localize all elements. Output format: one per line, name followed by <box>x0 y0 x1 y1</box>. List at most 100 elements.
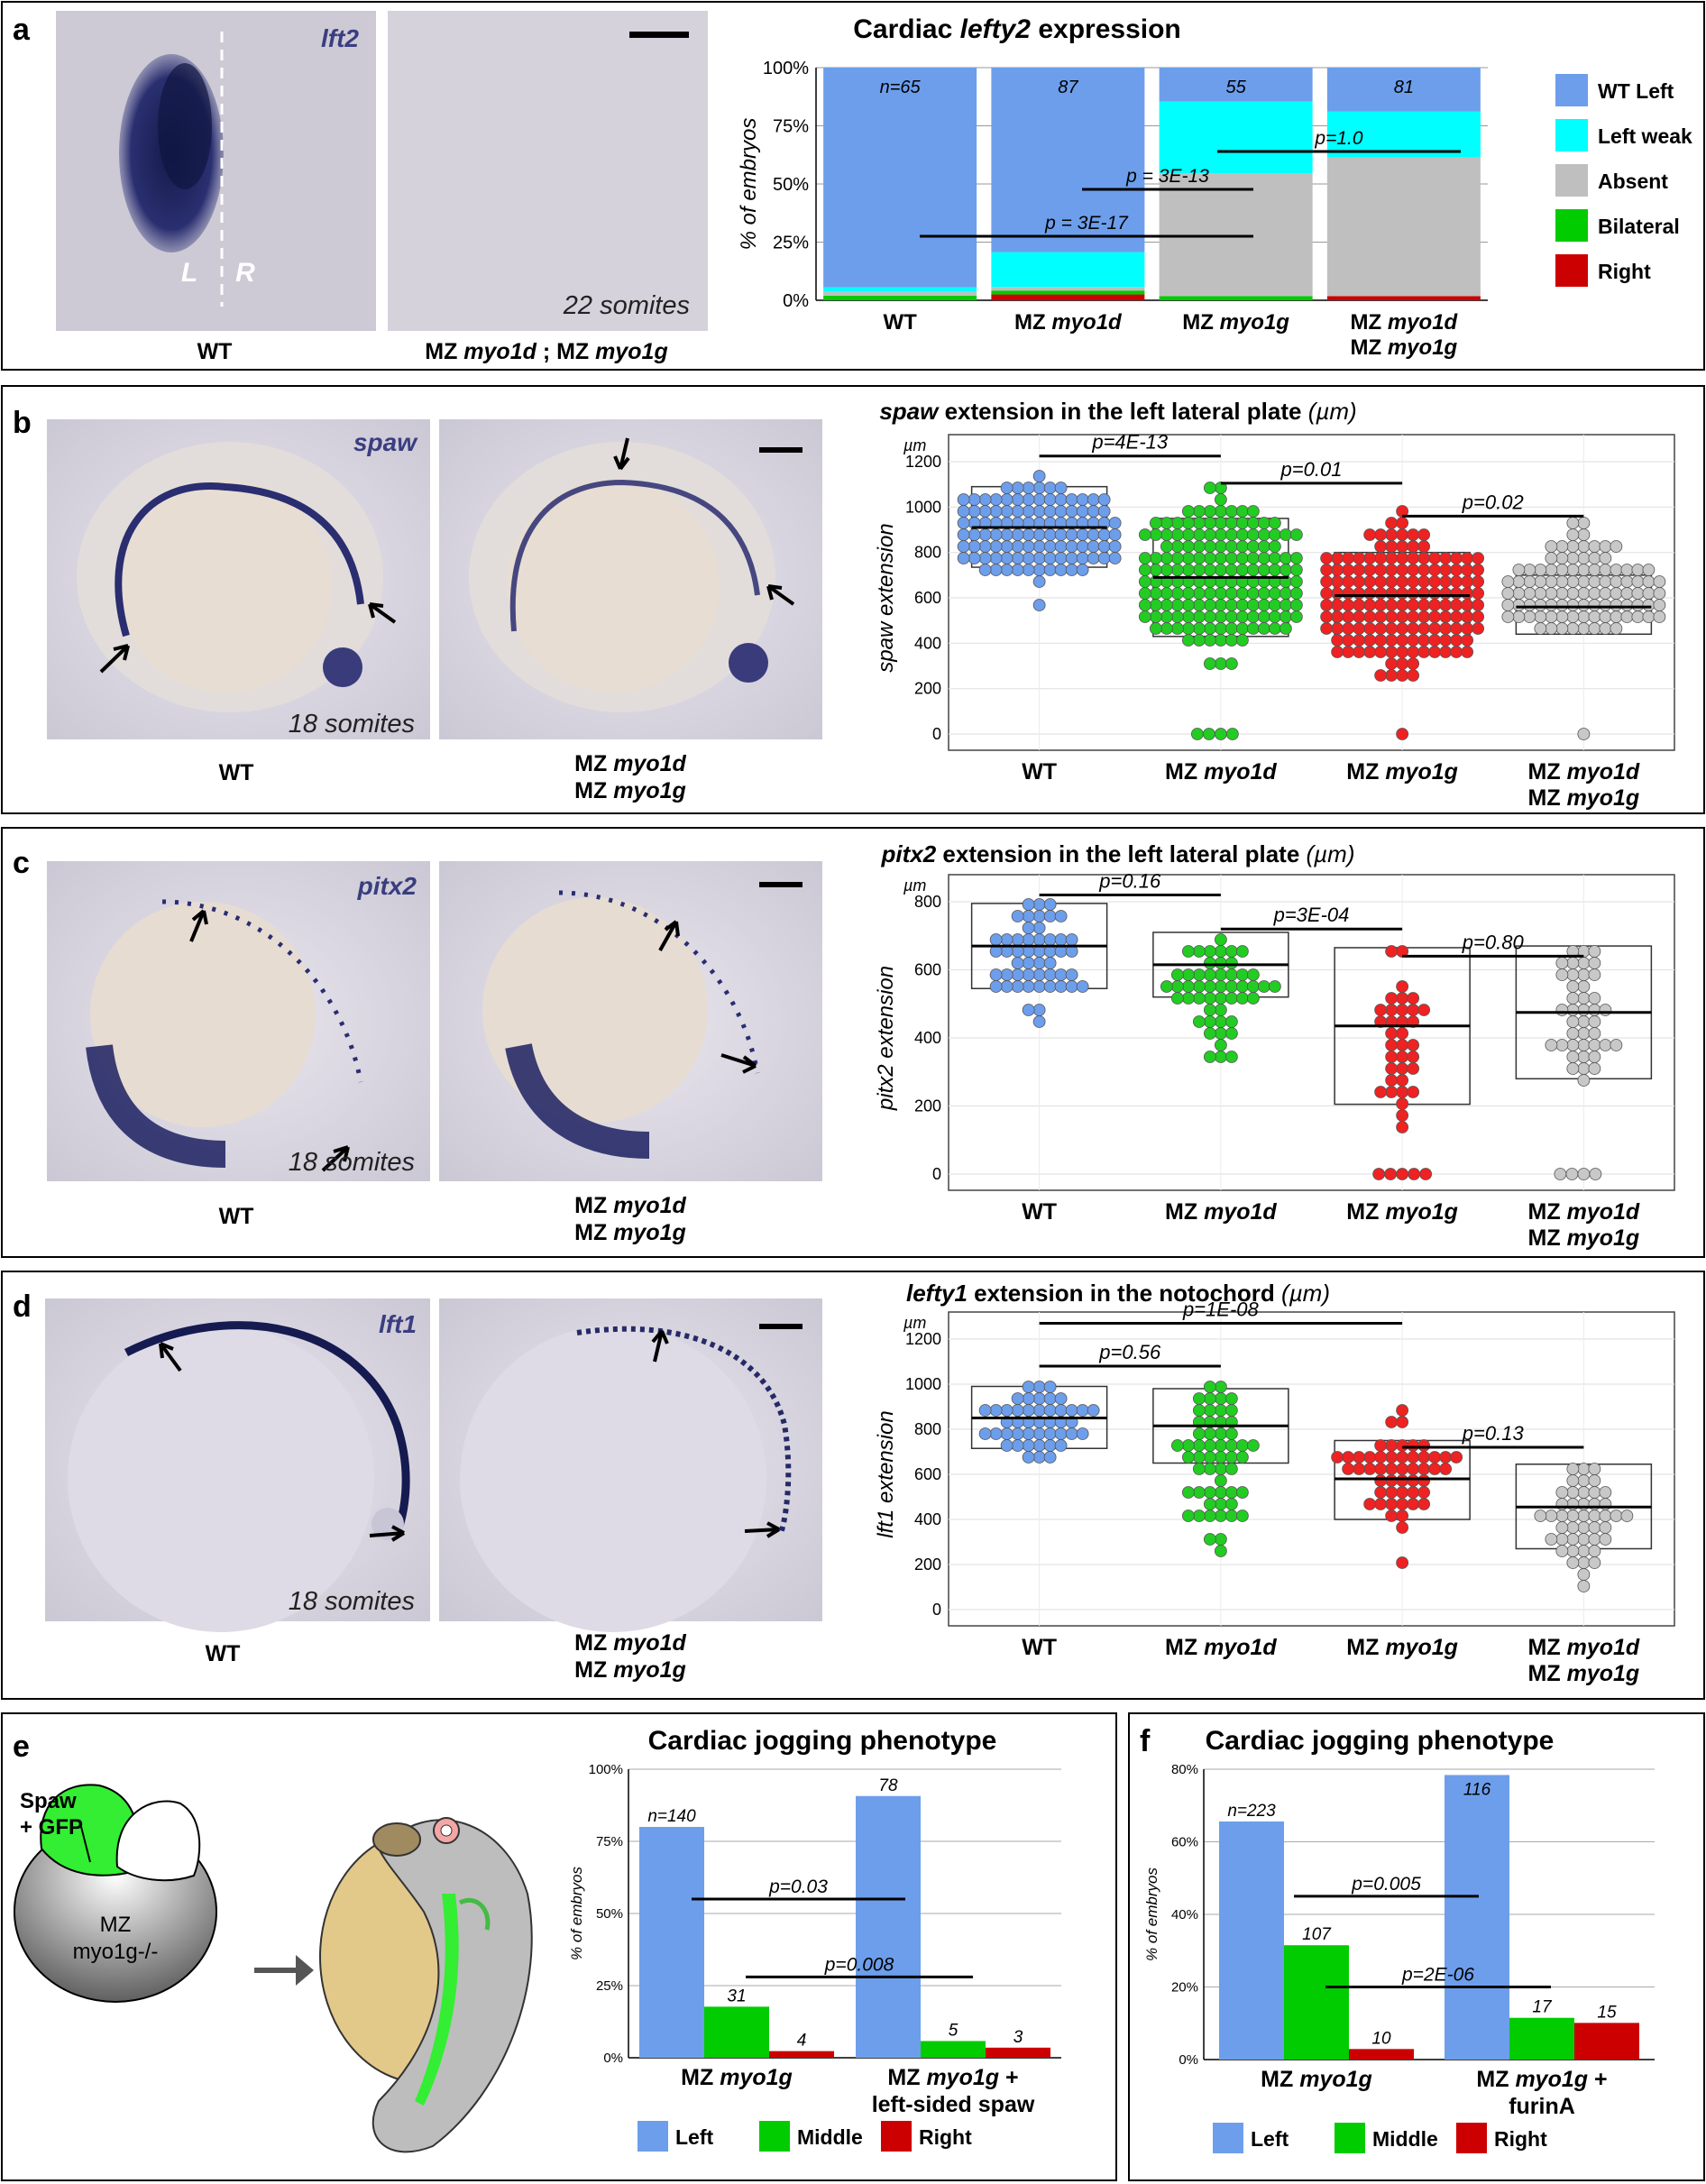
data-point <box>1428 552 1442 564</box>
data-point <box>1407 610 1420 623</box>
data-point <box>1235 528 1249 541</box>
data-point <box>1054 968 1068 981</box>
data-point <box>1342 646 1355 658</box>
p-value-label: p=0.16 <box>1098 869 1161 892</box>
data-point <box>1214 552 1227 564</box>
data-point <box>1374 1004 1388 1016</box>
category-label: MZ myo1d <box>1165 1635 1277 1660</box>
data-point <box>1043 898 1057 911</box>
data-point <box>1170 622 1184 635</box>
data-point <box>1610 610 1623 623</box>
data-point <box>1170 1439 1184 1452</box>
data-point <box>1043 564 1057 576</box>
data-point <box>1363 1463 1377 1475</box>
data-point <box>1566 957 1580 969</box>
data-point <box>1588 1486 1601 1499</box>
y-tick-label: 0% <box>783 291 809 311</box>
data-point <box>1407 528 1420 541</box>
data-point <box>1472 575 1485 588</box>
data-point <box>1523 587 1536 600</box>
data-point <box>1257 599 1270 611</box>
caption-mutant-1: MZ myo1d <box>574 1193 686 1218</box>
data-point <box>1599 540 1612 553</box>
data-point <box>1555 1521 1569 1534</box>
data-point <box>1588 599 1601 611</box>
data-point <box>1374 610 1388 623</box>
data-point <box>1501 587 1515 600</box>
data-point <box>1022 957 1035 969</box>
caption-mutant-2: MZ myo1g <box>574 1657 686 1683</box>
data-point <box>1566 599 1580 611</box>
data-point <box>1279 622 1292 635</box>
data-point <box>1555 622 1569 635</box>
data-point <box>1472 552 1485 564</box>
data-point <box>1385 1086 1399 1098</box>
data-point <box>1214 564 1227 576</box>
data-point <box>1363 552 1377 564</box>
data-point <box>1214 610 1227 623</box>
n-label: n=223 <box>1227 1802 1276 1821</box>
data-point <box>1577 1074 1591 1087</box>
data-point <box>1577 1027 1591 1040</box>
data-point <box>1353 622 1366 635</box>
data-point <box>1224 657 1238 670</box>
data-point <box>1566 587 1580 600</box>
data-point <box>1190 728 1204 740</box>
stage-label: 18 somites <box>289 1148 415 1177</box>
data-point <box>1022 528 1035 541</box>
data-point <box>1203 505 1216 518</box>
data-point <box>1203 1533 1216 1546</box>
data-point <box>1192 564 1206 576</box>
data-point <box>1138 587 1151 600</box>
y-tick-label: 1200 <box>905 1330 941 1348</box>
data-point <box>1224 1404 1238 1417</box>
data-point <box>1555 610 1569 623</box>
data-point <box>1224 957 1238 969</box>
data-point <box>1246 599 1260 611</box>
data-point <box>1257 980 1270 993</box>
y-tick-label: 800 <box>914 893 941 911</box>
data-point <box>1054 1392 1068 1405</box>
data-point <box>1192 587 1206 600</box>
n-label: 10 <box>1371 2029 1391 2048</box>
data-point <box>1087 528 1100 541</box>
data-point <box>1385 634 1399 647</box>
data-point <box>1588 540 1601 553</box>
data-point <box>1032 1439 1046 1452</box>
data-point <box>1396 980 1409 993</box>
data-point <box>1022 552 1035 564</box>
data-point <box>1043 552 1057 564</box>
micrograph-mutant <box>439 861 822 1181</box>
gene-label: pitx2 <box>357 872 417 900</box>
data-point <box>1450 610 1463 623</box>
y-tick-label: 0 <box>932 725 941 743</box>
data-point <box>1566 1486 1580 1499</box>
data-point <box>1043 1439 1057 1452</box>
panel-a: a lft2 L R 22 somites WT MZ myo1d ; MZ m… <box>1 1 1705 371</box>
data-point <box>1246 528 1260 541</box>
data-point <box>1000 1427 1014 1440</box>
data-point <box>1192 517 1206 529</box>
data-point <box>957 517 970 529</box>
panel-c: c pitx2 18 somites WT MZ myo1d MZ myo1g … <box>1 827 1705 1258</box>
data-point <box>1011 980 1024 993</box>
data-point <box>1396 587 1409 600</box>
data-point <box>978 564 992 576</box>
data-point <box>1407 552 1420 564</box>
data-point <box>1374 1451 1388 1464</box>
data-point <box>1417 552 1431 564</box>
data-point <box>1022 1439 1035 1452</box>
data-point <box>1385 528 1399 541</box>
data-point <box>1022 482 1035 494</box>
stage-label: 18 somites <box>289 1587 415 1616</box>
data-point <box>1149 517 1162 529</box>
data-point <box>1235 992 1249 1005</box>
y-axis-label: % of embryos <box>568 1867 585 1960</box>
data-point <box>1353 1463 1366 1475</box>
data-point <box>1289 575 1303 588</box>
y-tick-label: 1000 <box>905 1375 941 1393</box>
data-point <box>1043 505 1057 518</box>
data-point <box>1396 610 1409 623</box>
data-point <box>1022 898 1035 911</box>
